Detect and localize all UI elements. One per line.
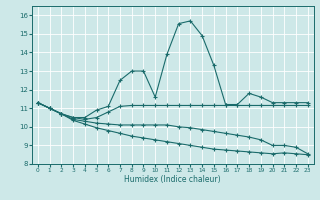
X-axis label: Humidex (Indice chaleur): Humidex (Indice chaleur) [124,175,221,184]
